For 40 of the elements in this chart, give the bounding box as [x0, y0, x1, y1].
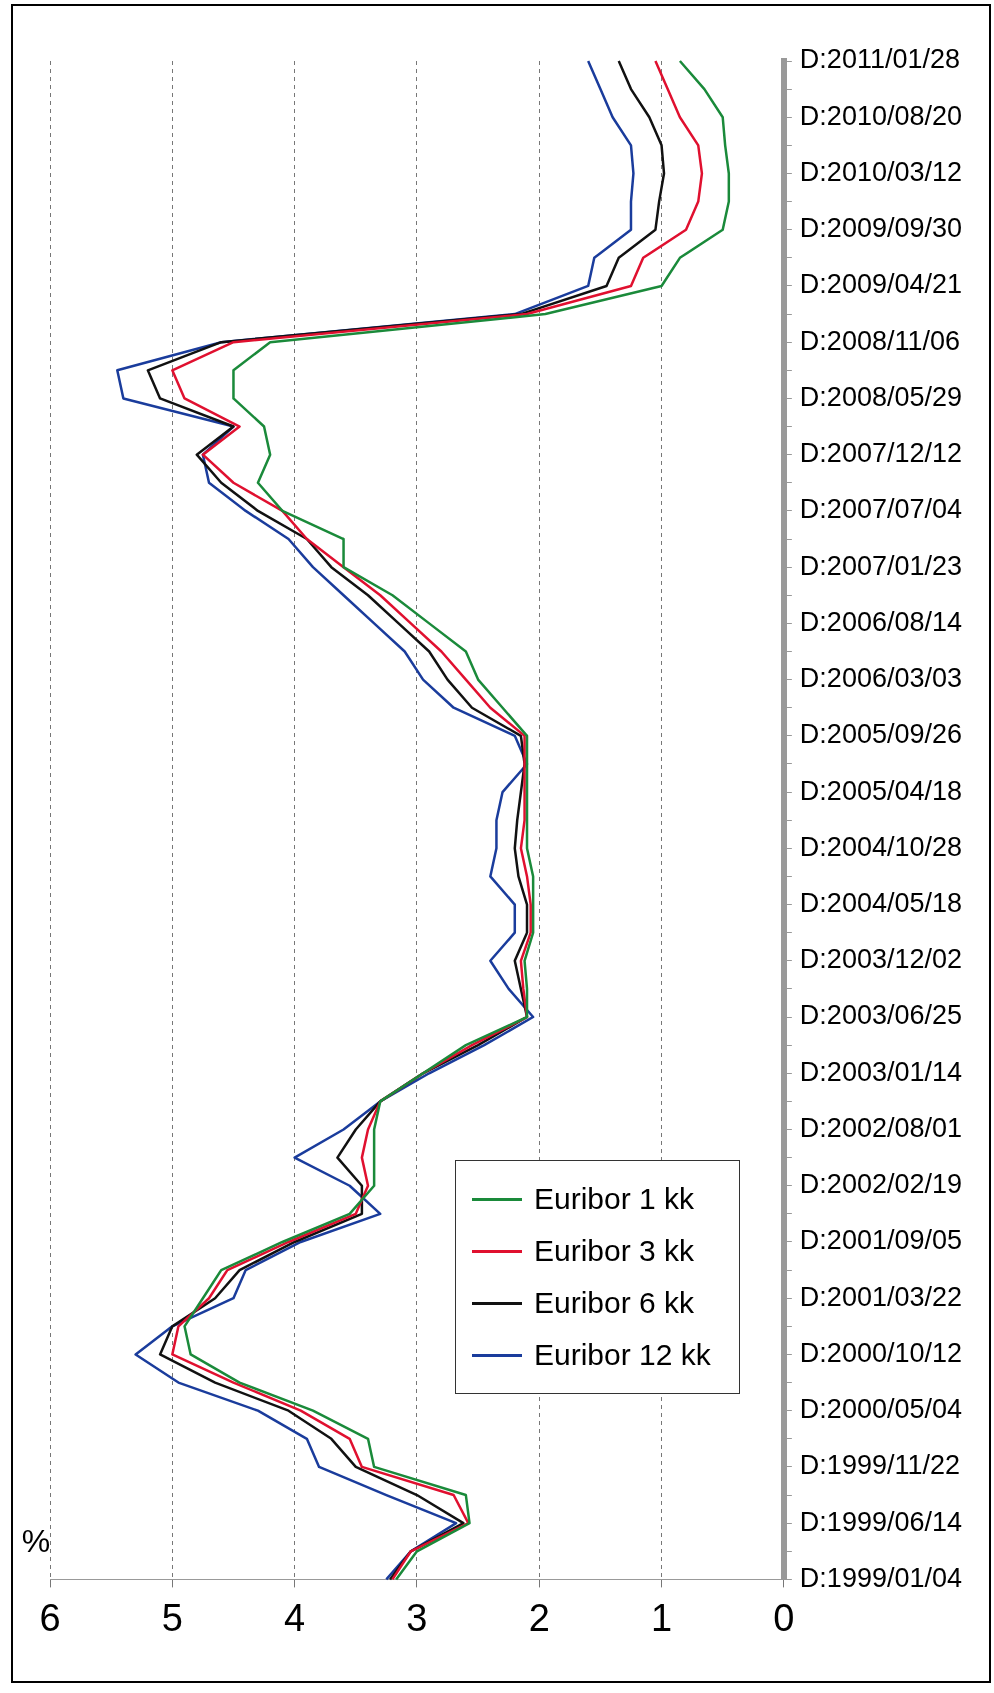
- x-tick-label: 3: [406, 1596, 428, 1639]
- x-tick-label: 4: [284, 1596, 306, 1639]
- x-tick-label: 2: [528, 1596, 550, 1639]
- y-tick-label: D:2002/08/01: [799, 1112, 963, 1143]
- y-tick-label: D:2002/02/19: [799, 1169, 963, 1200]
- y-tick-label: D:2010/03/12: [799, 156, 963, 187]
- y-tick-label: D:2004/10/28: [799, 831, 963, 862]
- y-tick-label: D:2008/05/29: [799, 381, 963, 412]
- y-tick-label: D:1999/01/04: [799, 1562, 963, 1593]
- y-tick-label: D:2009/04/21: [799, 269, 963, 300]
- legend-label: Euribor 3 kk: [534, 1234, 695, 1268]
- x-tick-label: 1: [650, 1596, 673, 1639]
- y-tick-label: D:2011/01/28: [799, 44, 961, 75]
- x-tick-label: 0: [773, 1596, 795, 1639]
- y-tick-label: D:2001/09/05: [799, 1225, 963, 1256]
- legend-label: Euribor 6 kk: [534, 1286, 695, 1320]
- y-tick-label: D:2003/12/02: [799, 944, 963, 975]
- y-tick-label: D:1999/06/14: [799, 1506, 963, 1537]
- y-tick-label: D:1999/11/22: [799, 1450, 961, 1481]
- y-tick-label: D:2003/06/25: [799, 1000, 963, 1031]
- x-axis-title: %: [21, 1523, 51, 1560]
- y-tick-label: D:2010/08/20: [799, 100, 963, 131]
- y-tick-label: D:2007/07/04: [799, 494, 963, 525]
- y-tick-label: D:2007/12/12: [799, 438, 963, 469]
- y-tick-label: D:2000/05/04: [799, 1394, 963, 1425]
- legend-label: Euribor 12 kk: [534, 1338, 711, 1372]
- y-tick-label: D:2005/04/18: [799, 775, 963, 806]
- y-tick-label: D:2007/01/23: [799, 550, 963, 581]
- y-tick-label: D:2009/09/30: [799, 213, 963, 244]
- x-tick-label: 6: [39, 1596, 61, 1639]
- y-tick-label: D:2000/10/12: [799, 1337, 963, 1368]
- y-tick-label: D:2004/05/18: [799, 888, 963, 919]
- x-tick-label: 5: [161, 1596, 183, 1639]
- y-tick-label: D:2001/03/22: [799, 1281, 963, 1312]
- y-tick-label: D:2006/03/03: [799, 663, 963, 694]
- y-tick-label: D:2005/09/26: [799, 719, 963, 750]
- y-tick-label: D:2006/08/14: [799, 606, 963, 637]
- y-tick-label: D:2003/01/14: [799, 1056, 963, 1087]
- y-tick-label: D:2008/11/06: [799, 325, 961, 356]
- legend-label: Euribor 1 kk: [534, 1182, 695, 1216]
